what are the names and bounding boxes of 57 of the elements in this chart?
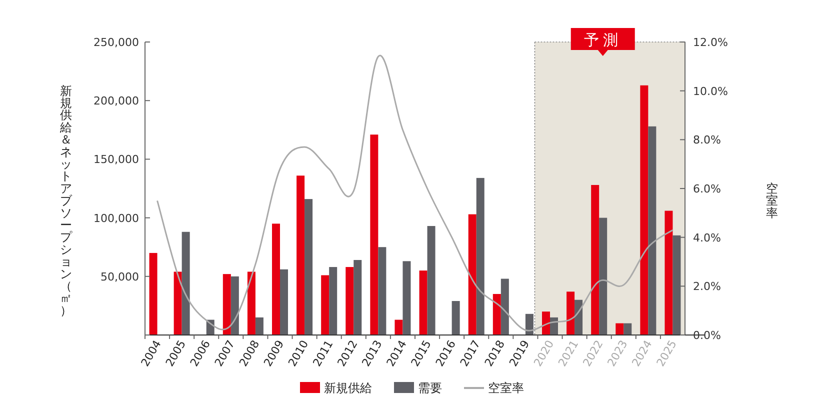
bar xyxy=(174,272,182,335)
bar xyxy=(616,323,624,335)
y-tick-label: 250,000 xyxy=(94,36,139,49)
bar xyxy=(255,317,264,335)
bar xyxy=(640,85,648,335)
bar xyxy=(354,260,362,335)
bar xyxy=(280,269,288,335)
legend-label: 需要 xyxy=(418,381,442,395)
bar xyxy=(624,323,632,335)
y2-tick-label: 4.0% xyxy=(693,231,721,244)
bar xyxy=(329,267,338,335)
bar xyxy=(664,210,673,335)
bar xyxy=(452,301,460,335)
bar xyxy=(427,226,436,335)
y-tick-label: 100,000 xyxy=(94,212,139,225)
y2-axis-title: 空室率 xyxy=(766,181,778,220)
bar xyxy=(599,218,608,335)
y2-tick-label: 0.0% xyxy=(693,329,721,342)
y2-tick-label: 6.0% xyxy=(693,182,721,196)
bar xyxy=(222,274,231,335)
bar xyxy=(419,270,428,335)
bar xyxy=(492,294,501,335)
y2-tick-label: 8.0% xyxy=(693,134,721,147)
bar xyxy=(525,314,534,335)
bar xyxy=(378,247,386,335)
legend-label: 新規供給 xyxy=(324,381,372,395)
legend-label: 空室率 xyxy=(488,381,524,395)
bar xyxy=(370,134,378,335)
text: 新規供給＆ネットアブソープション（㎡） xyxy=(60,84,72,318)
bar xyxy=(247,272,256,335)
bar xyxy=(402,261,411,335)
bar xyxy=(182,232,190,335)
bar xyxy=(468,214,476,335)
y2-tick-label: 2.0% xyxy=(693,280,721,294)
line-series xyxy=(156,56,674,332)
y2-tick-label: 10.0% xyxy=(693,84,728,98)
bar xyxy=(321,275,330,335)
y-tick-label: 200,000 xyxy=(94,94,139,108)
bar xyxy=(672,235,681,335)
y2-tick-label: 12.0% xyxy=(693,36,728,49)
bar xyxy=(149,252,158,335)
y-tick-label: 150,000 xyxy=(94,153,139,166)
bar xyxy=(296,176,305,335)
bar xyxy=(476,178,484,335)
bar xyxy=(542,312,550,335)
bar xyxy=(500,278,509,335)
bar xyxy=(574,300,583,335)
bar xyxy=(648,126,656,335)
bar xyxy=(304,199,313,335)
bar xyxy=(591,184,600,335)
bar xyxy=(346,267,354,335)
band-label: 予測 xyxy=(584,31,622,49)
y-tick-label: 50,000 xyxy=(100,270,139,284)
bar xyxy=(394,320,403,335)
bar xyxy=(230,276,239,335)
bar xyxy=(566,292,575,335)
bar xyxy=(272,224,280,335)
